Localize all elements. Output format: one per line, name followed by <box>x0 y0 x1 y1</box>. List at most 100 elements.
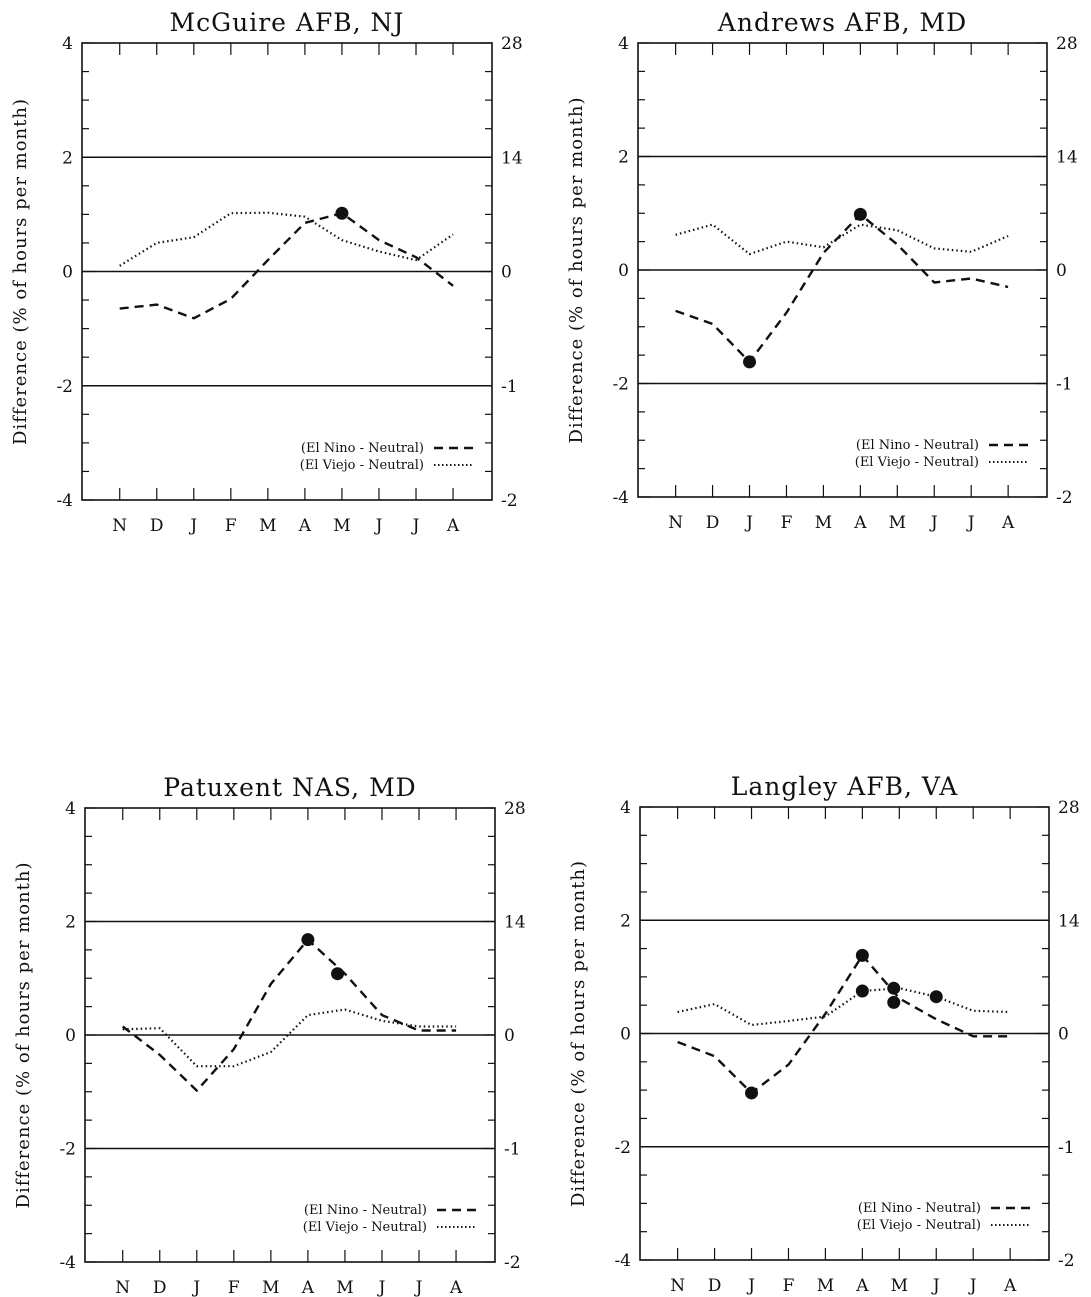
chart-title: Patuxent NAS, MD <box>163 773 416 802</box>
el-nino-series-line <box>121 938 457 1092</box>
y-tick-label-right: 0 <box>1058 1025 1069 1045</box>
el-nino-significant-point <box>855 948 869 962</box>
chart-title: McGuire AFB, NJ <box>170 8 405 37</box>
el-viejo-significant-point <box>855 984 869 998</box>
el-nino-series-line <box>119 211 454 320</box>
legend-label: (El Nino - Neutral) <box>301 441 424 456</box>
y-axis-label: Difference (% of hours per month) <box>566 97 587 444</box>
x-tick-label: J <box>188 516 197 536</box>
y-tick-label-right: -2 <box>504 1253 521 1273</box>
y-tick-label-right: -1 <box>504 1140 521 1160</box>
x-tick-label: J <box>191 1278 200 1297</box>
x-tick-label: D <box>150 516 164 536</box>
x-tick-label: J <box>377 1278 386 1297</box>
legend-label: (El Viejo - Neutral) <box>855 455 979 470</box>
x-tick-label: J <box>746 1276 755 1296</box>
el-viejo-significant-point <box>887 981 901 995</box>
chart-title: Langley AFB, VA <box>731 772 959 801</box>
el-viejo-series-line <box>119 211 454 267</box>
x-tick-label: J <box>931 1276 940 1296</box>
x-tick-label: A <box>855 1276 869 1296</box>
y-tick-label: 2 <box>65 913 76 933</box>
x-tick-label: D <box>708 1276 722 1296</box>
el-nino-significant-point <box>887 995 901 1009</box>
chart-panel-2: Andrews AFB, MD N D J F M A M J J A 4 2 0 -2 -4 28 14 0 -1 -… <box>566 8 1078 533</box>
el-nino-series-line <box>677 954 1011 1095</box>
x-tick-label: F <box>783 1276 795 1296</box>
y-tick-label: 0 <box>618 261 629 281</box>
x-tick-label: N <box>115 1278 130 1297</box>
y-tick-label-right: -2 <box>501 491 518 511</box>
x-tick-label: N <box>668 513 683 533</box>
x-tick-label: F <box>781 513 793 533</box>
y-tick-label-right: 14 <box>1058 911 1080 931</box>
y-tick-label: -2 <box>612 375 629 395</box>
x-tick-label: N <box>670 1276 685 1296</box>
el-viejo-series-line <box>675 223 1009 256</box>
x-tick-label: J <box>414 1278 423 1297</box>
x-tick-label: F <box>225 516 237 536</box>
x-tick-label: A <box>1001 513 1015 533</box>
y-tick-label: 2 <box>620 911 631 931</box>
x-tick-label: D <box>153 1278 167 1297</box>
x-tick-label: N <box>112 516 127 536</box>
y-tick-label-right: -1 <box>501 377 518 397</box>
legend-label: (El Viejo - Neutral) <box>300 458 424 473</box>
y-tick-label-right: 0 <box>1056 261 1067 281</box>
y-tick-label: -2 <box>56 377 73 397</box>
el-viejo-significant-point <box>929 990 943 1004</box>
el-nino-significant-point <box>745 1086 759 1100</box>
x-tick-label: J <box>929 513 938 533</box>
y-tick-label: 4 <box>618 34 629 54</box>
el-nino-significant-point <box>743 355 757 369</box>
y-tick-label: 4 <box>620 798 631 818</box>
y-tick-label: 0 <box>62 263 73 283</box>
el-nino-significant-point <box>331 967 345 981</box>
el-viejo-series-line <box>677 987 1011 1027</box>
y-tick-label: -4 <box>614 1251 631 1271</box>
el-nino-significant-point <box>301 933 315 947</box>
y-tick-label-right: 14 <box>1056 148 1078 168</box>
x-tick-label: A <box>301 1278 315 1297</box>
x-tick-label: M <box>889 513 906 533</box>
legend-label: (El Nino - Neutral) <box>858 1201 981 1216</box>
y-tick-label: 2 <box>618 148 629 168</box>
y-tick-label-right: 0 <box>501 263 512 283</box>
x-tick-label: M <box>259 516 276 536</box>
y-tick-label-right: 28 <box>1058 798 1080 818</box>
x-tick-label: J <box>968 1276 977 1296</box>
el-nino-series-line <box>675 213 1009 364</box>
el-viejo-series-line <box>122 1008 457 1068</box>
x-tick-label: A <box>1003 1276 1017 1296</box>
y-tick-label-right: 14 <box>504 913 526 933</box>
y-tick-label: -2 <box>614 1138 631 1158</box>
y-tick-label: -2 <box>59 1140 76 1160</box>
y-tick-label-right: 28 <box>504 799 526 819</box>
y-tick-label-right: 28 <box>501 34 523 54</box>
y-tick-label-right: 14 <box>501 148 523 168</box>
y-tick-label: 2 <box>62 148 73 168</box>
x-tick-label: A <box>298 516 312 536</box>
x-tick-label: J <box>411 516 420 536</box>
el-nino-significant-point <box>853 207 867 221</box>
legend-label: (El Nino - Neutral) <box>856 438 979 453</box>
legend-label: (El Viejo - Neutral) <box>303 1220 427 1235</box>
x-tick-label: F <box>228 1278 240 1297</box>
chart-panel-4: Langley AFB, VA N D J F M A M J J A 4 2 0 -2 -4 28 14 0 -1 -… <box>568 772 1080 1296</box>
x-tick-label: M <box>815 513 832 533</box>
chart-panel-1: McGuire AFB, NJ N D J F M A M J J A 4 2 0 -2 -4 28 14 0 -1 -… <box>10 8 523 536</box>
x-tick-label: M <box>262 1278 279 1297</box>
y-tick-label: -4 <box>612 488 629 508</box>
y-tick-label-right: -1 <box>1058 1138 1075 1158</box>
x-tick-label: M <box>336 1278 353 1297</box>
legend-label: (El Viejo - Neutral) <box>857 1218 981 1233</box>
x-tick-label: M <box>891 1276 908 1296</box>
y-tick-label-right: 28 <box>1056 34 1078 54</box>
y-axis-label: Difference (% of hours per month) <box>568 860 589 1207</box>
y-tick-label-right: -1 <box>1056 375 1073 395</box>
x-tick-label: M <box>817 1276 834 1296</box>
y-tick-label: -4 <box>56 491 73 511</box>
y-tick-label-right: -2 <box>1056 488 1073 508</box>
x-tick-label: M <box>333 516 350 536</box>
